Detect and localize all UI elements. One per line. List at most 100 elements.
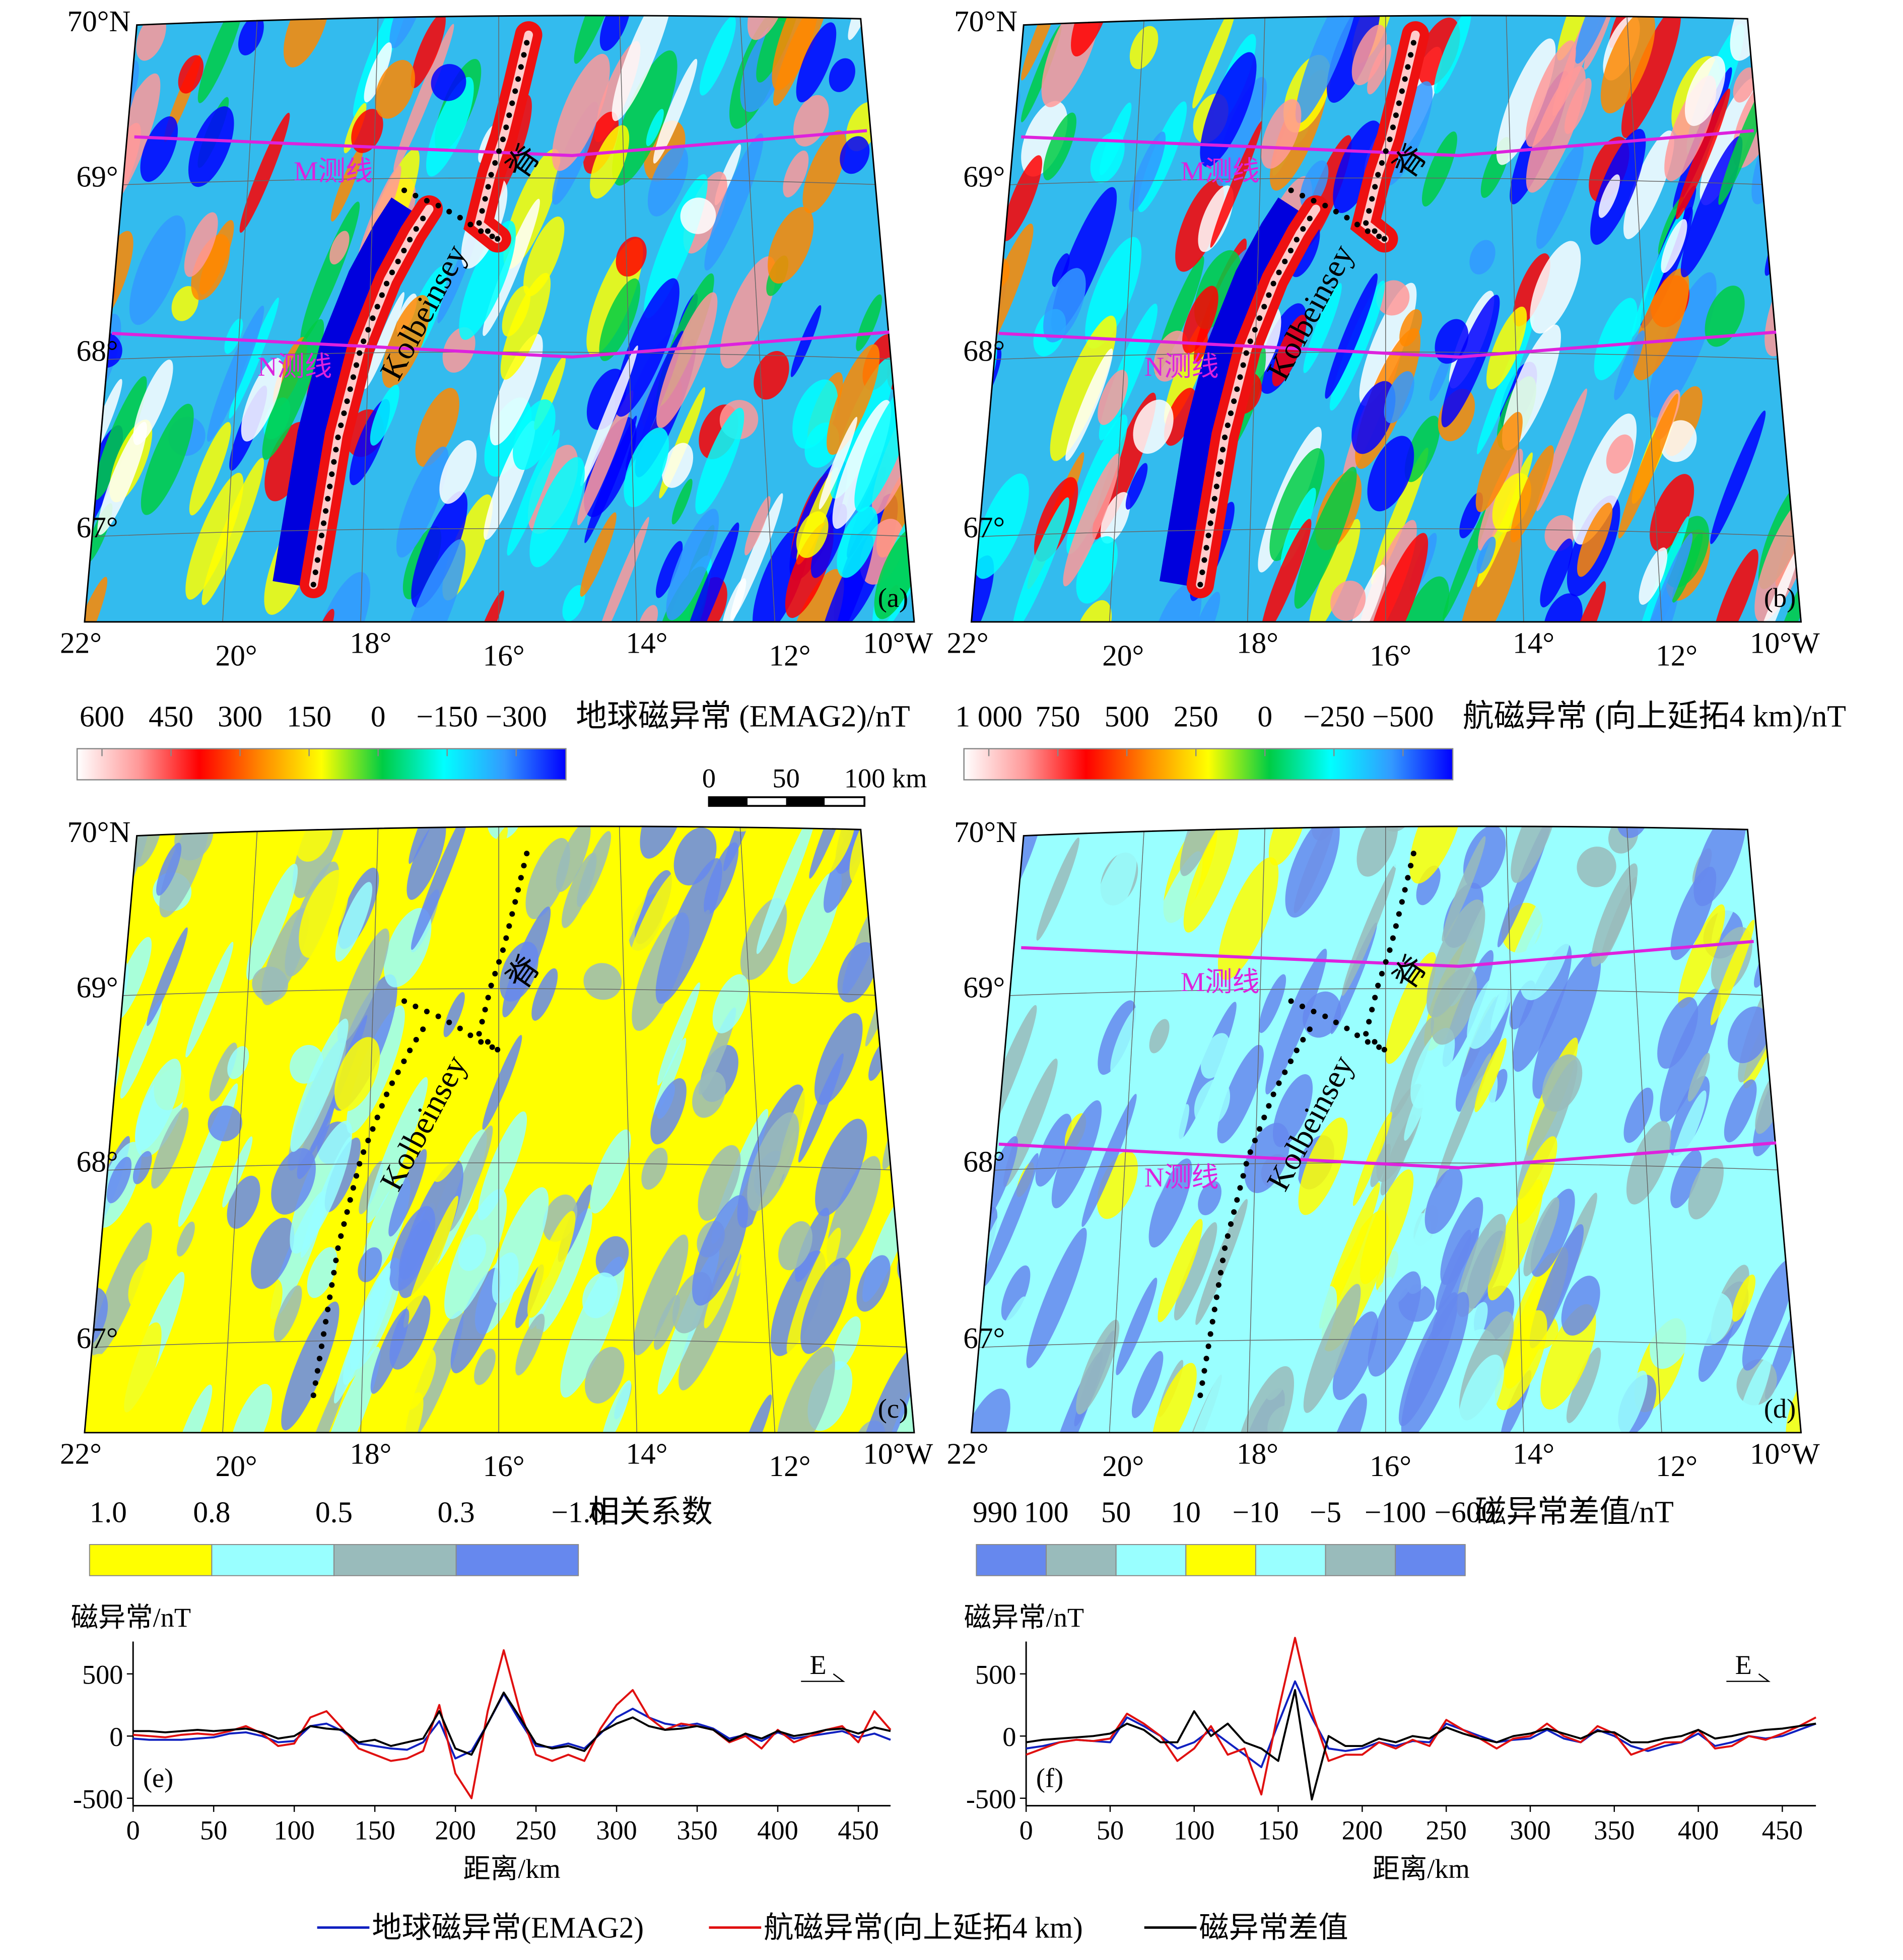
anomaly (299, 870, 349, 958)
graticule (971, 1339, 1801, 1349)
anomaly (1424, 1167, 1463, 1234)
lon-label: 16° (483, 1449, 525, 1483)
anomaly (1724, 1079, 1757, 1143)
anomaly (983, 1153, 1039, 1287)
anomaly (584, 415, 637, 543)
line-label: N测线 (257, 352, 332, 382)
anomaly (1516, 1136, 1557, 1224)
anomaly (830, 358, 894, 499)
anomaly (1609, 1006, 1644, 1074)
graticule (1506, 15, 1524, 622)
anomaly (525, 837, 570, 920)
anomaly (562, 585, 585, 621)
legend-label: 地球磁异常(EMAG2) (372, 1911, 644, 1944)
x-tick-label: 150 (354, 1815, 395, 1845)
anomaly (209, 1042, 237, 1101)
anomaly (692, 1195, 749, 1306)
anomaly (1090, 131, 1125, 183)
anomaly (333, 1267, 391, 1404)
anomaly (1540, 538, 1573, 608)
anomaly (1178, 1351, 1238, 1433)
anomaly (329, 231, 350, 265)
x-tick-label: 50 (200, 1815, 227, 1845)
x-tick-label: 250 (515, 1815, 556, 1845)
anomaly (1129, 131, 1166, 212)
anomaly (1710, 410, 1766, 544)
anomaly (1536, 144, 1584, 249)
anomaly (415, 388, 459, 467)
x-tick-label: 250 (1425, 1815, 1466, 1845)
anomaly (1353, 999, 1402, 1102)
anomaly (1486, 306, 1527, 389)
anomaly (1172, 900, 1227, 1027)
anomaly (322, 1169, 358, 1252)
anomaly (974, 473, 1029, 579)
anomaly (238, 15, 264, 55)
anomaly (1180, 826, 1234, 876)
anomaly (640, 826, 689, 859)
anomaly (1705, 286, 1745, 347)
lon-label: 20° (216, 639, 257, 672)
anomaly (1458, 1354, 1505, 1433)
anomaly (698, 1145, 741, 1221)
colorbar-label: 600 (80, 699, 124, 733)
lon-label: 12° (769, 639, 811, 672)
lon-label: 18° (350, 1437, 391, 1471)
anomaly (1754, 1178, 1785, 1244)
graticule (1247, 15, 1265, 622)
anomaly (1174, 1222, 1217, 1321)
anomaly (1283, 1286, 1337, 1398)
graticule (739, 15, 776, 622)
anomaly (655, 858, 722, 1004)
x-tick-label: 350 (676, 1815, 717, 1845)
colorbar-block (1046, 1544, 1117, 1576)
anomaly (507, 429, 560, 556)
colorbar-block (89, 1544, 213, 1576)
anomaly (251, 1218, 295, 1289)
anomaly (790, 305, 822, 377)
anomaly (402, 1348, 436, 1411)
anomaly (229, 297, 279, 419)
anomaly (1442, 836, 1486, 942)
anomaly (1326, 15, 1381, 103)
ridge-axis (1197, 206, 1319, 588)
graticule (84, 528, 914, 538)
anomaly (593, 517, 649, 622)
colorbar-label: −10 (1233, 1496, 1279, 1529)
anomaly (756, 15, 801, 83)
colorbar-label: 990 (973, 1496, 1017, 1529)
anomaly (662, 443, 694, 488)
anomaly (590, 1129, 631, 1214)
graticule (360, 826, 379, 1433)
anomaly (1182, 286, 1218, 354)
anomaly (1063, 453, 1120, 587)
anomaly (313, 608, 334, 622)
colorbar-label: 50 (1101, 1496, 1131, 1529)
anomaly (747, 1112, 799, 1212)
lon-label: 18° (1237, 626, 1278, 660)
anomaly (411, 826, 469, 950)
anomaly (1002, 155, 1043, 241)
anomaly (1329, 281, 1385, 411)
anomaly (431, 64, 466, 101)
anomaly (582, 1272, 618, 1318)
anomaly (809, 826, 858, 879)
anomaly (366, 1077, 428, 1223)
anomaly (1001, 1265, 1031, 1321)
anomaly (879, 1362, 914, 1433)
lon-label: 20° (1102, 639, 1144, 672)
anomaly (243, 1279, 283, 1352)
y-tick-label: -500 (73, 1784, 123, 1814)
lat-label: 70°N (67, 5, 131, 38)
anomaly (577, 390, 634, 525)
anomaly (657, 982, 700, 1086)
anomaly (1769, 569, 1801, 622)
anomaly (796, 511, 829, 558)
anomaly (98, 1322, 162, 1433)
ridge-axis (310, 1017, 432, 1398)
lon-label: 20° (216, 1449, 257, 1483)
panel-label: (a) (878, 583, 908, 613)
anomaly (1475, 411, 1523, 512)
anomaly (1467, 973, 1508, 1049)
